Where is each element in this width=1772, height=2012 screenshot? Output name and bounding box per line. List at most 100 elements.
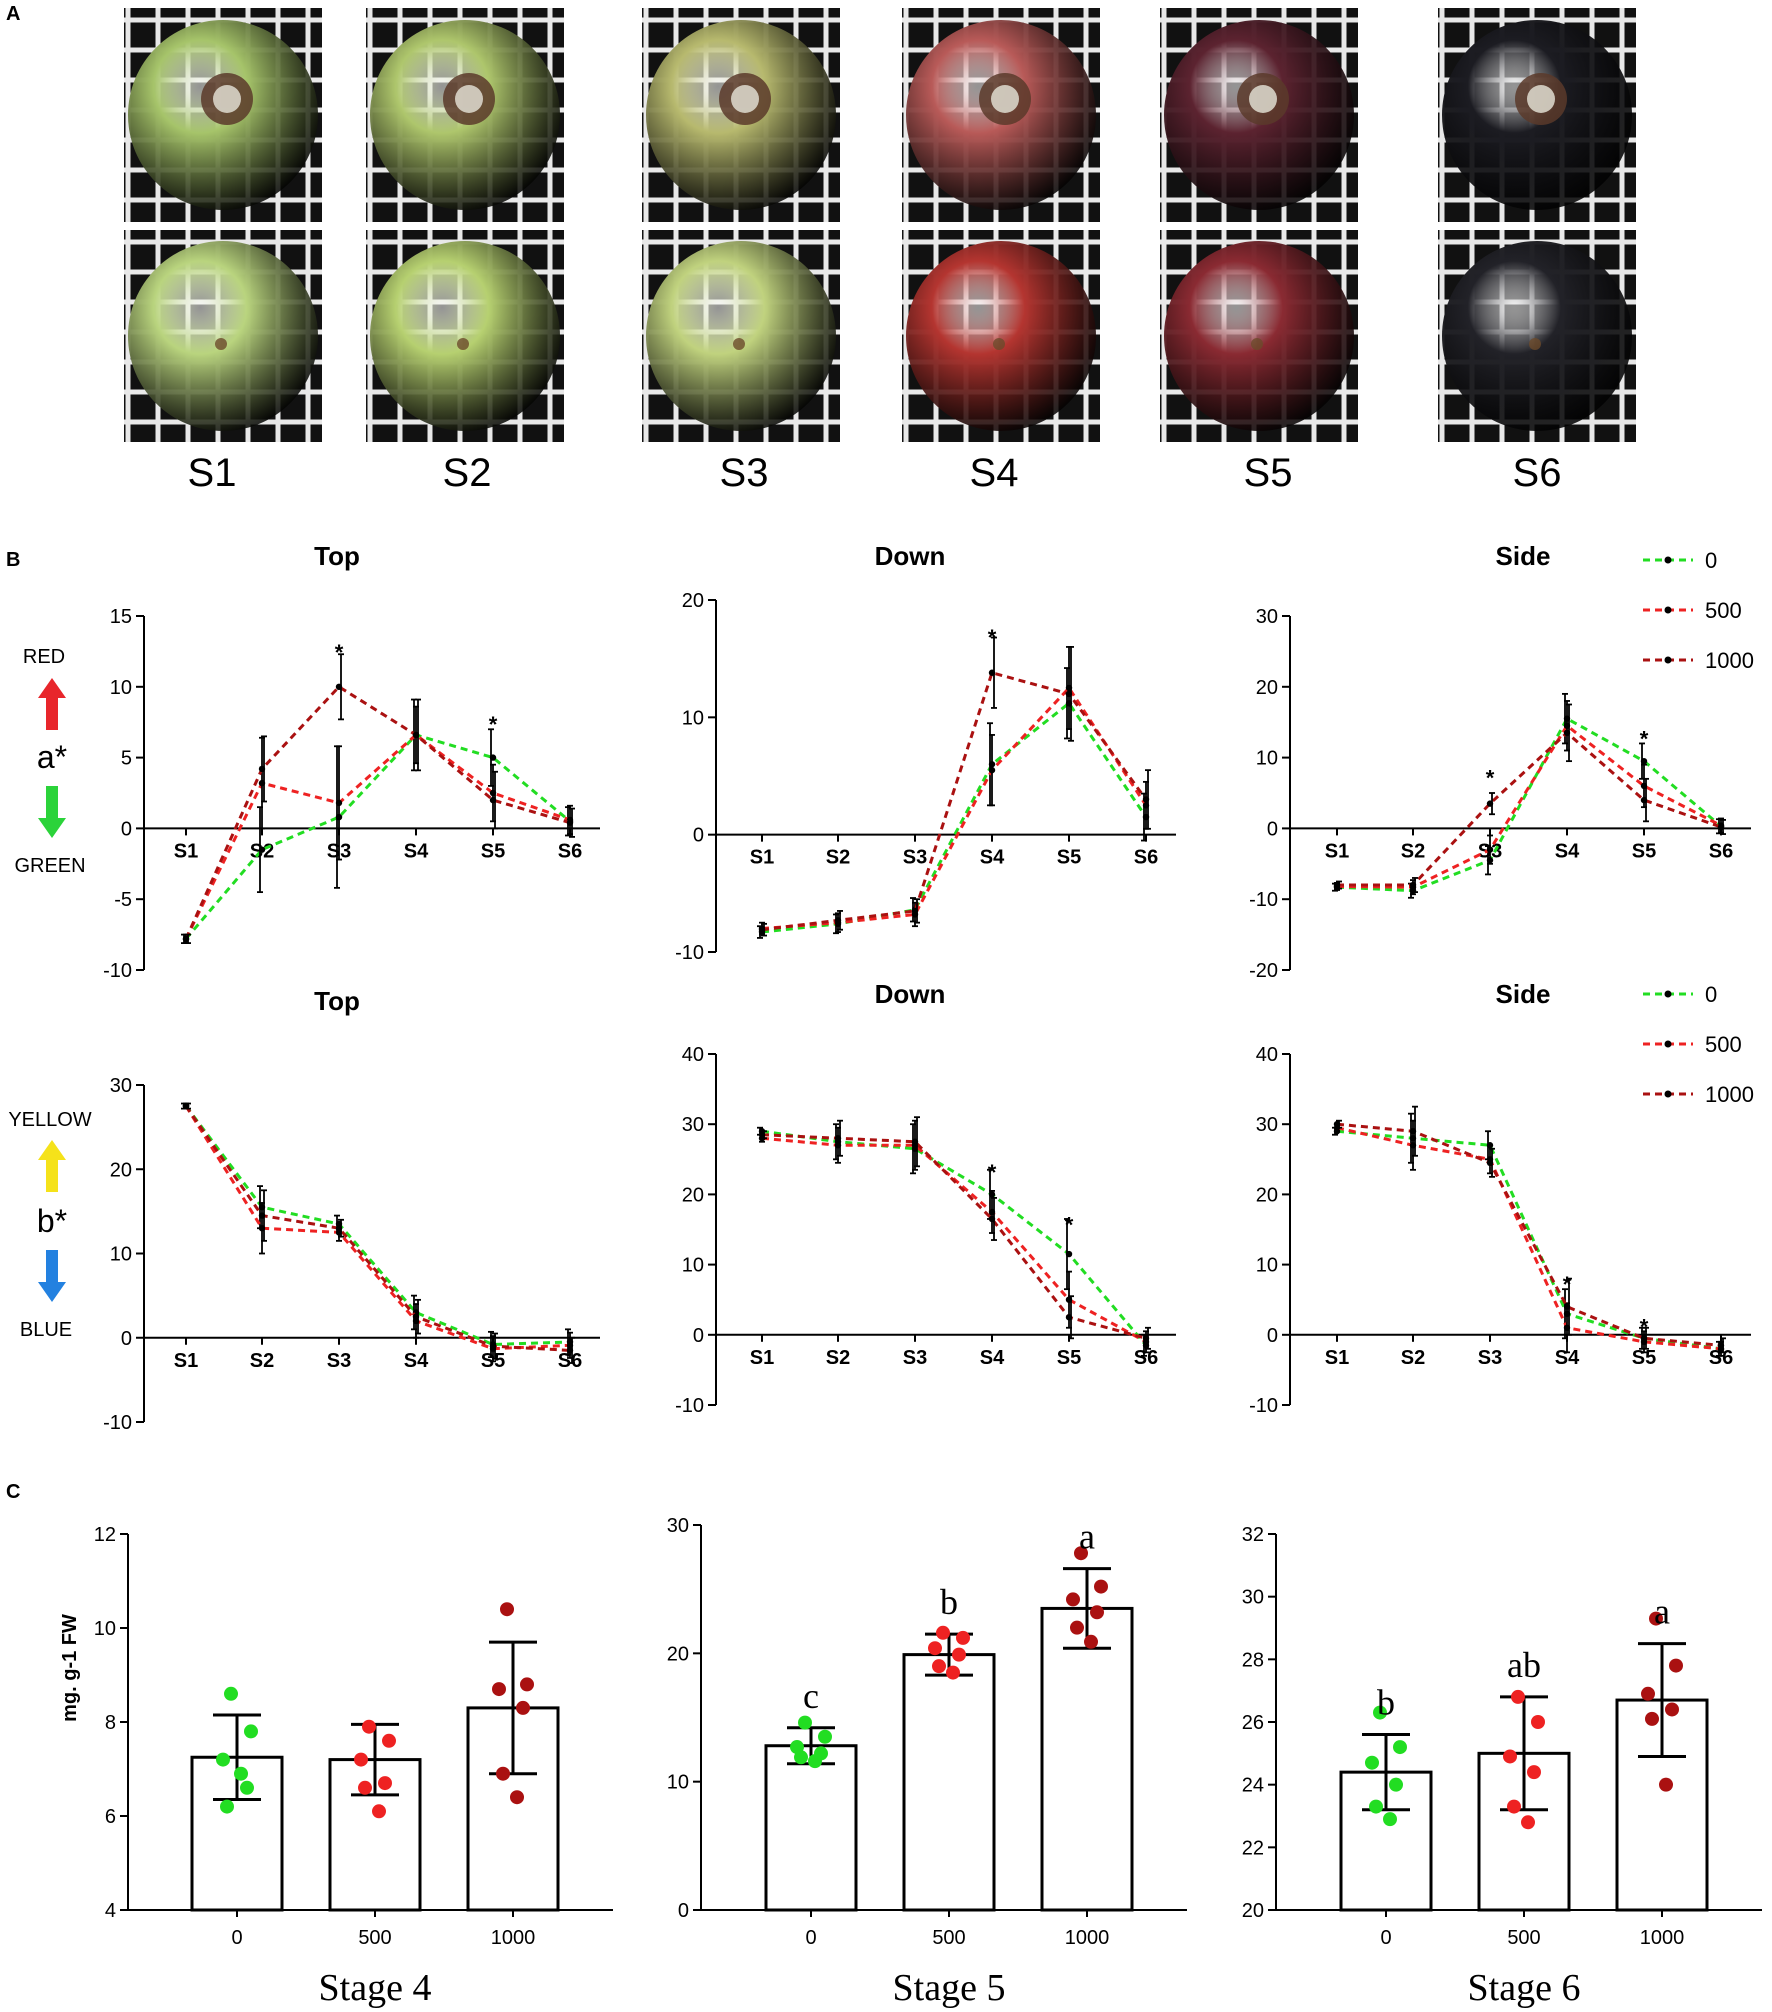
replicate-point bbox=[936, 1625, 950, 1640]
replicate-point bbox=[1527, 1765, 1541, 1780]
data-point bbox=[412, 731, 420, 739]
indicator-green-label: GREEN bbox=[14, 855, 85, 877]
bar-group-1000: a bbox=[1615, 1592, 1709, 1912]
series-1000 bbox=[182, 1102, 575, 1364]
a-star-label: a* bbox=[37, 739, 67, 775]
y-tick-label: 30 bbox=[1256, 606, 1278, 628]
x-tick-label: S1 bbox=[750, 1347, 774, 1369]
series-0 bbox=[181, 1102, 574, 1359]
significance-mark: * bbox=[1486, 765, 1495, 790]
y-tick-label: -10 bbox=[675, 1395, 704, 1417]
y-tick-label: 10 bbox=[110, 1244, 132, 1266]
fruit-body bbox=[1442, 241, 1632, 431]
blue-down-arrow-icon bbox=[38, 1250, 66, 1302]
data-point bbox=[1486, 800, 1494, 807]
stage-label-s5: S5 bbox=[1244, 451, 1293, 495]
series-line bbox=[1336, 1122, 1722, 1347]
significance-mark: * bbox=[1640, 726, 1649, 751]
data-point bbox=[911, 1138, 919, 1145]
legend-marker-1000 bbox=[1664, 1090, 1672, 1098]
data-point bbox=[489, 1342, 497, 1350]
bar bbox=[1477, 1751, 1571, 1912]
fruit-photo-s4-top bbox=[902, 8, 1100, 222]
y-tick-label: 15 bbox=[110, 606, 132, 628]
replicate-point bbox=[1507, 1799, 1521, 1814]
bar-group-500 bbox=[328, 1719, 422, 1912]
y-tick-label: 24 bbox=[1242, 1775, 1264, 1797]
stage-label-s3: S3 bbox=[720, 451, 769, 495]
data-point bbox=[758, 1131, 766, 1138]
replicate-point bbox=[1389, 1777, 1403, 1792]
data-point bbox=[1486, 846, 1494, 853]
significance-mark: * bbox=[335, 640, 344, 665]
replicate-point bbox=[946, 1665, 960, 1680]
indicator-yellow-label: YELLOW bbox=[8, 1109, 91, 1131]
x-tick-label: S5 bbox=[1632, 840, 1656, 862]
replicate-point bbox=[1084, 1634, 1098, 1649]
chart-title: Side bbox=[1496, 979, 1551, 1009]
data-point bbox=[182, 1102, 190, 1110]
y-tick-label: 30 bbox=[1242, 1587, 1264, 1609]
bar-group-0: b bbox=[1339, 1683, 1433, 1912]
y-tick-label: 10 bbox=[110, 677, 132, 699]
data-point bbox=[834, 1135, 842, 1142]
fruit-photo-s6-bottom bbox=[1438, 230, 1636, 442]
series-line bbox=[1336, 723, 1722, 889]
x-tick-label: S4 bbox=[1555, 1347, 1580, 1369]
fruit-body bbox=[646, 241, 836, 431]
y-tick-label: 0 bbox=[1267, 818, 1278, 840]
significance-letter: a bbox=[1079, 1517, 1095, 1557]
replicate-point bbox=[520, 1677, 534, 1692]
x-tick-label: S1 bbox=[174, 1350, 198, 1372]
replicate-point bbox=[510, 1790, 524, 1805]
data-point bbox=[1563, 1303, 1571, 1310]
y-tick-label: 6 bbox=[105, 1806, 116, 1828]
x-tick-label: S4 bbox=[980, 1347, 1005, 1369]
replicate-point bbox=[1649, 1611, 1663, 1626]
series-0 bbox=[757, 1123, 1150, 1357]
x-tick-label: 1000 bbox=[491, 1927, 536, 1949]
y-tick-label: -10 bbox=[103, 1412, 132, 1434]
fruit-photo-s2-bottom bbox=[366, 230, 564, 442]
bar-chart-c-stage5: 0 10 20 30 c 0 b 500 a 1000 Stage 5 bbox=[667, 1515, 1187, 2009]
significance-mark: * bbox=[1640, 1314, 1649, 1339]
legend-label-500: 500 bbox=[1705, 1032, 1742, 1057]
x-tick-label: 0 bbox=[1380, 1927, 1391, 1949]
data-point bbox=[1142, 1335, 1150, 1342]
line-chart-a-top: Top-10-5051015S1S2S3S4S5S6** bbox=[103, 541, 600, 982]
replicate-point bbox=[1090, 1605, 1104, 1620]
y-tick-label: 0 bbox=[1267, 1325, 1278, 1347]
fruit-photo-s5-bottom bbox=[1160, 230, 1358, 442]
significance-mark: * bbox=[988, 1160, 997, 1185]
fruit-body bbox=[906, 241, 1096, 431]
x-tick-label: 500 bbox=[358, 1927, 391, 1949]
chart-title: Down bbox=[875, 541, 946, 571]
fruit-photo-s6-top bbox=[1438, 8, 1636, 222]
data-point bbox=[335, 1225, 343, 1232]
b-star-indicator: YELLOW b* BLUE bbox=[8, 1109, 91, 1341]
data-point bbox=[566, 1347, 574, 1354]
fruit-stem-center bbox=[1527, 85, 1555, 113]
data-point bbox=[1409, 1128, 1417, 1135]
y-tick-label: 40 bbox=[1256, 1044, 1278, 1066]
series-line bbox=[1337, 730, 1722, 887]
y-tick-label: 20 bbox=[1256, 1184, 1278, 1206]
panel-label-c: C bbox=[6, 1481, 20, 1503]
fruit-stem-center bbox=[731, 85, 759, 113]
data-point bbox=[1640, 796, 1648, 804]
fruit-blossom-end bbox=[733, 338, 745, 350]
y-tick-label: 10 bbox=[1256, 748, 1278, 770]
data-point bbox=[1640, 1335, 1648, 1342]
chart-title: Top bbox=[314, 986, 360, 1016]
replicate-point bbox=[1511, 1689, 1525, 1704]
legend-marker-0 bbox=[1664, 990, 1672, 998]
series-1000 bbox=[1333, 703, 1726, 894]
x-tick-label: S2 bbox=[250, 1350, 274, 1372]
x-tick-label: S3 bbox=[903, 1347, 927, 1369]
data-point bbox=[1409, 881, 1417, 889]
y-tick-label: 22 bbox=[1242, 1837, 1264, 1859]
stage-labels-row: S1 S2 S3 S4 S5 S6 bbox=[188, 451, 1562, 495]
legend-label-0: 0 bbox=[1705, 548, 1717, 573]
x-tick-label: S4 bbox=[404, 840, 429, 862]
y-tick-label: 20 bbox=[110, 1159, 132, 1181]
